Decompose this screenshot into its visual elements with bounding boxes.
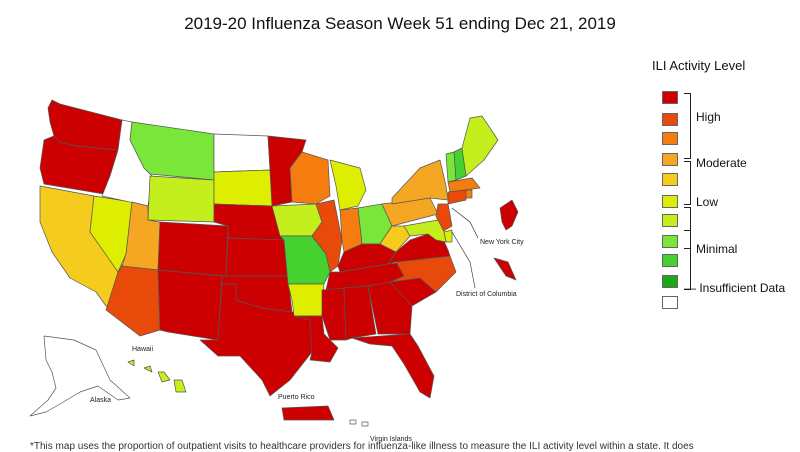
state-nc (389, 255, 457, 293)
state-sd (213, 169, 273, 207)
legend-swatch-level-5 (662, 195, 678, 208)
nyc-callout-line (451, 207, 479, 239)
label-virgin-islands: Virgin Islands (370, 436, 412, 443)
legend-swatch-level-9 (662, 113, 678, 126)
state-ny (391, 159, 449, 205)
state-ct (447, 189, 467, 205)
state-ri (465, 189, 473, 199)
state-tx (199, 283, 313, 397)
state-hi (127, 359, 187, 393)
legend-label-minimal: Minimal (696, 242, 738, 256)
label-new-york-city: New York City (480, 239, 524, 246)
legend-swatch-level-7 (662, 153, 678, 166)
state-ga (367, 281, 413, 335)
legend-swatch-level-2 (662, 254, 678, 267)
legend-label-insufficient-data: — Insufficient Data (684, 281, 786, 295)
state-wy (147, 175, 215, 223)
label-district-of-columbia: District of Columbia (456, 291, 517, 298)
state-nd (213, 133, 271, 173)
state-wi (289, 151, 331, 205)
state-fl (351, 333, 435, 399)
state-nm (157, 269, 223, 341)
legend-swatch-level-4 (662, 214, 678, 227)
legend-label-low: Low (696, 195, 719, 209)
bracket-moderate (684, 161, 691, 205)
bracket-high (684, 93, 691, 159)
legend-title: ILI Activity Level (652, 58, 746, 73)
state-vi (349, 419, 369, 427)
label-alaska: Alaska (90, 397, 111, 404)
state-ks (225, 237, 289, 277)
state-md (403, 219, 447, 243)
legend-label-high: High (696, 110, 721, 124)
legend-swatch-level-1 (662, 275, 678, 288)
state-dc (493, 257, 517, 281)
label-puerto-rico: Puerto Rico (278, 394, 315, 401)
state-ia (271, 203, 323, 237)
bracket-low (684, 207, 691, 249)
state-ma (447, 177, 481, 193)
legend-swatch-level-10 (662, 91, 678, 104)
dc-callout-line (451, 231, 476, 289)
state-ms (321, 287, 347, 341)
state-co (157, 221, 229, 277)
label-hawaii: Hawaii (132, 346, 153, 353)
state-me (461, 115, 499, 177)
state-pr (281, 405, 335, 421)
footnote: *This map uses the proportion of outpati… (30, 441, 694, 452)
legend-label-moderate: Moderate (696, 156, 747, 170)
state-nyc (499, 199, 519, 231)
map-title: 2019-20 Influenza Season Week 51 ending … (184, 14, 616, 33)
state-la (293, 315, 339, 363)
legend-swatch-level-3 (662, 235, 678, 248)
us-ili-activity-map: New York City District of Columbia Hawai… (29, 99, 524, 443)
legend-swatch-level-0 (662, 296, 678, 309)
legend-swatch-level-6 (662, 173, 678, 186)
legend-swatch-level-8 (662, 132, 678, 145)
state-al (343, 285, 377, 341)
state-ar (287, 283, 325, 317)
legend: ILI Activity Level High Moderate Low Min… (652, 58, 800, 309)
state-mi (329, 159, 367, 211)
state-ak (29, 335, 131, 417)
bracket-minimal (684, 230, 691, 290)
